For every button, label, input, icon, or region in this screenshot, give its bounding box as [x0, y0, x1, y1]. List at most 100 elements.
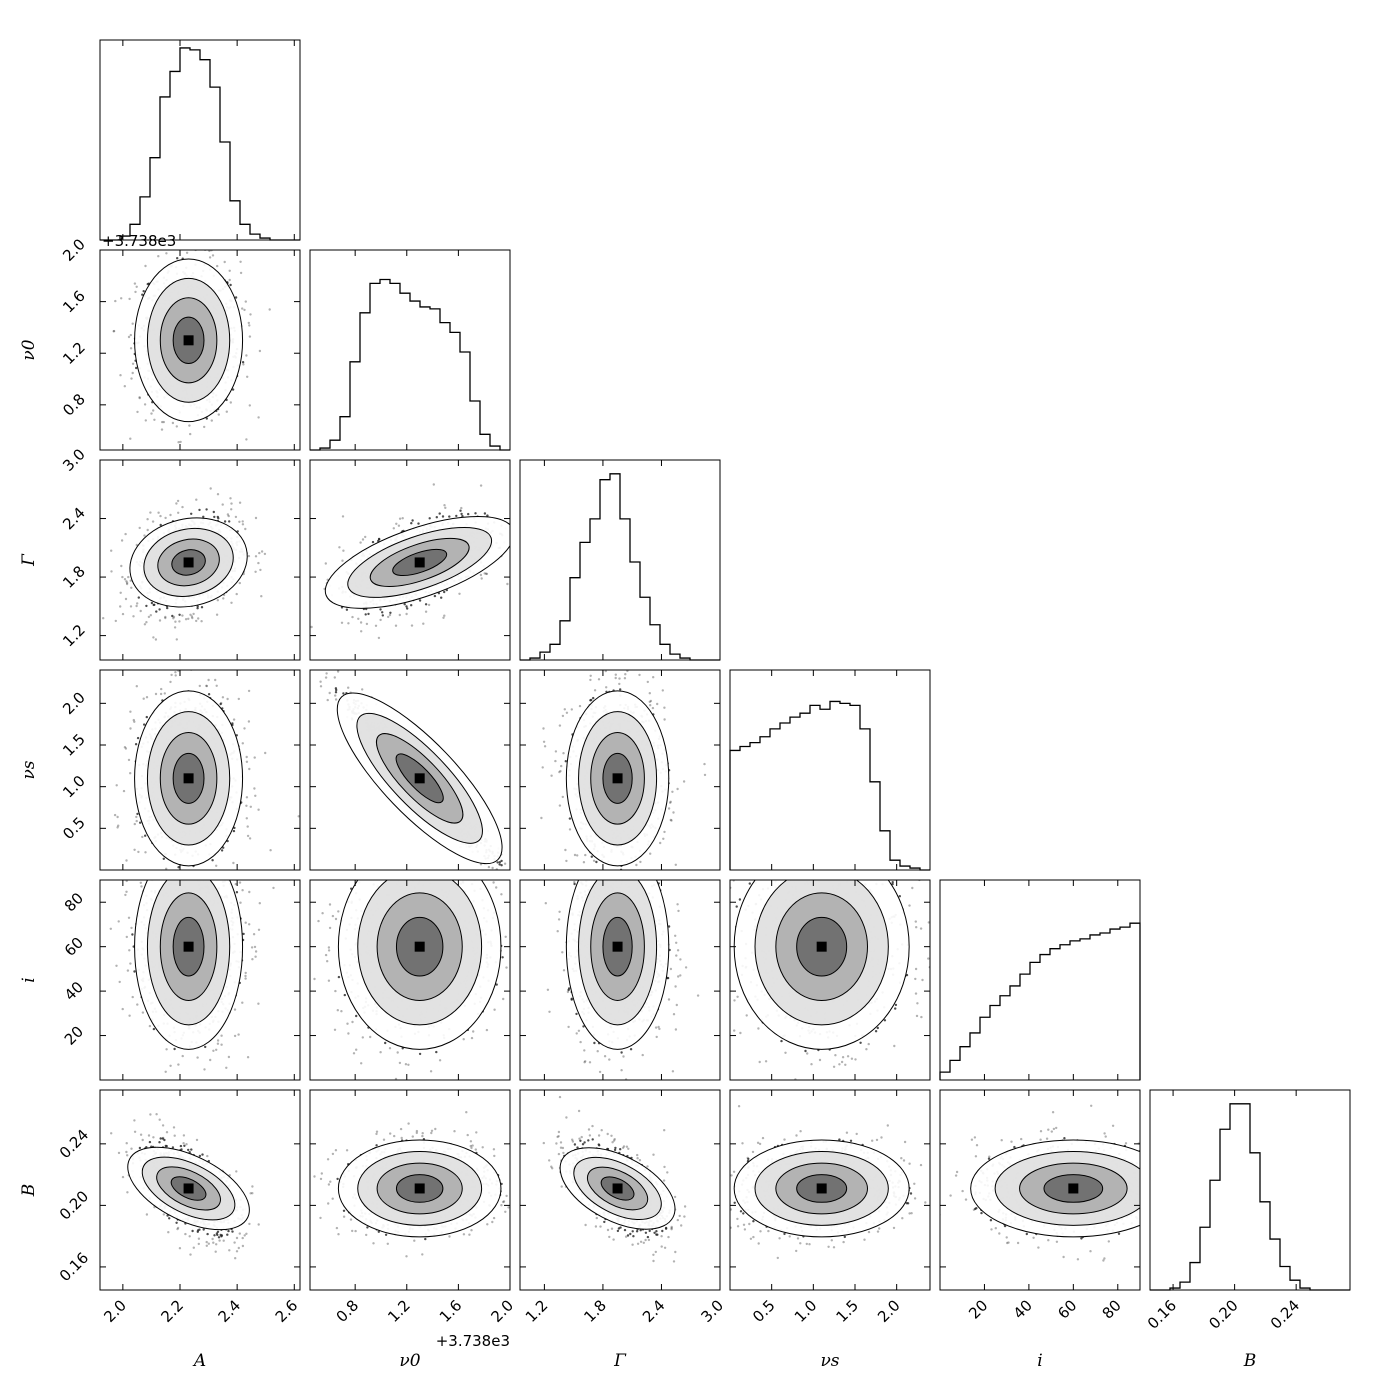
density-peak: [612, 773, 623, 784]
density-G-A: [102, 487, 267, 641]
x-tick-label: 1.2: [522, 1296, 552, 1326]
axes-frame: [519, 669, 721, 871]
density-i-nus: [730, 880, 930, 1080]
panel-B-i: 20 40 60 80 i: [939, 1089, 1141, 1371]
x-tick-label: 0.20: [1205, 1296, 1241, 1332]
density-i-G: [544, 880, 700, 1080]
panel-B-A: 2.0 2.2 2.4 2.6 A 0.16 0.20 0.24 B: [19, 1089, 302, 1371]
density-B-nu0: [313, 1111, 510, 1258]
y-tick-label: 0.16: [56, 1249, 92, 1285]
axes-frame: [519, 879, 721, 1081]
density-peak: [183, 1183, 194, 1194]
y-axis-label-i: i: [19, 977, 39, 982]
axes-frame: [729, 669, 931, 871]
density-B-i: [940, 1104, 1140, 1262]
panel-B-nu0: 0.8 1.2 1.6 2.0 ν0 +3.738e3: [309, 1089, 517, 1371]
panel-B-G: 1.2 1.8 2.4 3.0 Γ: [519, 1089, 727, 1371]
density-peak: [414, 941, 425, 952]
density-peak: [183, 557, 194, 568]
x-tick-label: 2.2: [157, 1296, 187, 1326]
x-axis-label-nus: νs: [820, 1351, 839, 1371]
axes-frame: [309, 1089, 511, 1291]
axes-frame: [99, 669, 301, 871]
density-peak: [414, 773, 425, 784]
density-nus-A: [113, 670, 300, 870]
density-nus-nu0: [319, 670, 507, 870]
density-peak: [1068, 1183, 1079, 1194]
panel-A-A: [99, 39, 301, 241]
x-tick-label: 2.4: [639, 1296, 669, 1326]
y-tick-label: 0.8: [59, 390, 89, 420]
y-tick-label: 1.6: [59, 287, 89, 317]
axes-frame: [99, 1089, 301, 1291]
density-G-nu0: [310, 483, 510, 640]
x-tick-label: 0.24: [1267, 1296, 1303, 1332]
panel-nus-nu0: [309, 669, 511, 871]
density-nu0-A: [100, 250, 271, 450]
density-peak: [816, 1183, 827, 1194]
axes-frame: [309, 669, 511, 871]
x-axis-label-A: A: [192, 1351, 206, 1371]
y-tick-label: 1.5: [59, 730, 89, 760]
y-axis-label-nu0: ν0: [19, 339, 39, 360]
y-tick-label: 0.5: [59, 814, 89, 844]
y-tick-label: 1.2: [59, 621, 89, 651]
density-B-nus: [730, 1105, 930, 1260]
y-tick-label: 1.0: [59, 772, 89, 802]
panel-nu0-A: 0.8 1.2 1.6 2.0 ν0 +3.738e3: [19, 232, 301, 451]
panel-i-nus: [729, 879, 931, 1081]
y-offset-label: +3.738e3: [102, 232, 176, 250]
x-tick-label: 60: [1054, 1296, 1080, 1322]
density-peak: [612, 941, 623, 952]
histogram-G: [520, 473, 720, 661]
x-tick-label: 2.0: [874, 1296, 904, 1326]
density-peak: [183, 941, 194, 952]
density-peak: [183, 773, 194, 784]
y-tick-label: 3.0: [59, 445, 89, 475]
panel-nu0-nu0: [309, 249, 511, 451]
x-tick-label: 20: [965, 1296, 991, 1322]
x-tick-label: 2.0: [100, 1296, 130, 1326]
axes-frame: [99, 459, 301, 661]
histogram-nu0: [310, 278, 510, 451]
panel-nus-G: [519, 669, 721, 871]
x-tick-label: 3.0: [697, 1296, 727, 1326]
panel-G-G: [519, 459, 721, 661]
x-tick-label: 1.8: [580, 1296, 610, 1326]
y-tick-label: 80: [61, 889, 87, 915]
x-tick-label: 0.8: [333, 1296, 363, 1326]
axes-frame: [309, 249, 511, 451]
y-tick-label: 60: [61, 934, 87, 960]
panel-B-B: 0.16 0.20 0.24 B: [1144, 1089, 1351, 1371]
x-tick-label: 2.4: [215, 1296, 245, 1326]
density-B-G: [542, 1095, 687, 1263]
y-tick-label: 2.0: [59, 235, 89, 265]
density-B-A: [110, 1113, 260, 1260]
density-peak: [612, 1183, 623, 1194]
histogram-B: [1150, 1103, 1350, 1291]
y-axis-label-B: B: [19, 1184, 39, 1198]
y-tick-label: 2.0: [59, 689, 89, 719]
axes-frame: [939, 879, 1141, 1081]
x-tick-label: 40: [1010, 1296, 1036, 1322]
histogram-i: [939, 922, 1141, 1080]
panel-G-nu0: [309, 459, 511, 661]
y-tick-label: 0.24: [56, 1126, 92, 1162]
x-tick-label: 2.0: [487, 1296, 517, 1326]
density-i-A: [109, 880, 275, 1080]
axes-frame: [519, 459, 721, 661]
x-tick-label: 2.6: [272, 1296, 302, 1326]
x-axis-label-G: Γ: [613, 1351, 627, 1371]
axes-frame: [729, 1089, 931, 1291]
panel-i-A: 20 40 60 80 i: [19, 879, 301, 1081]
y-tick-label: 20: [61, 1022, 87, 1048]
panel-i-nu0: [309, 879, 511, 1081]
axes-frame: [99, 39, 301, 241]
density-peak: [816, 941, 827, 952]
density-peak: [183, 335, 194, 346]
histogram-A: [100, 47, 300, 241]
panel-nus-A: 0.5 1.0 1.5 2.0 νs: [19, 669, 301, 871]
density-i-nu0: [313, 880, 508, 1080]
axes-frame: [99, 879, 301, 1081]
